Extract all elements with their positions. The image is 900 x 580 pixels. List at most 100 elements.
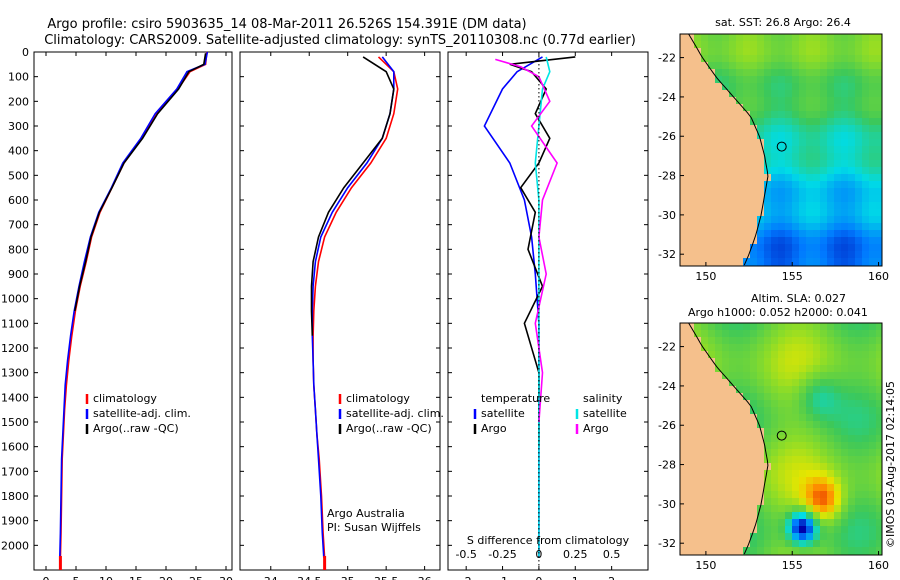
sst_map-cell: [785, 41, 793, 49]
sla_map-cell: [792, 491, 800, 499]
sla_map-cell: [722, 393, 730, 401]
sla_map-xtick-label: 150: [695, 559, 716, 572]
sla_map-cell: [764, 533, 772, 541]
sst_map-cell: [729, 244, 737, 252]
sla_map-cell: [869, 540, 877, 548]
sst_map-cell: [750, 223, 758, 231]
sla_map-cell: [771, 470, 779, 478]
sla_map-cell: [750, 456, 758, 464]
sst_map-cell: [764, 69, 772, 77]
sst_map-cell: [806, 230, 814, 238]
sla_map-cell: [687, 358, 695, 366]
sla_map-cell: [715, 386, 723, 394]
sst_map-cell: [806, 188, 814, 196]
sla_map-cell: [778, 379, 786, 387]
sla_map-cell: [855, 484, 863, 492]
sst_map-cell: [792, 118, 800, 126]
sst_map-cell: [736, 132, 744, 140]
sst_map-xtick-label: 160: [868, 270, 889, 283]
sla_map-cell: [687, 470, 695, 478]
sst_map-cell: [827, 139, 835, 147]
sla_map-cell: [708, 512, 716, 520]
sla_map-cell: [701, 421, 709, 429]
sst_map-cell: [736, 230, 744, 238]
sla_map-cell: [841, 351, 849, 359]
sst_map-cell: [687, 153, 695, 161]
sst_map-cell: [876, 174, 883, 182]
sst_map-cell: [722, 202, 730, 210]
sla_map-cell: [757, 477, 765, 485]
sla_map-cell: [862, 400, 870, 408]
sst_map-cell: [708, 139, 716, 147]
sst_map-cell: [834, 139, 842, 147]
sla_map-cell: [743, 407, 751, 415]
sst_map-cell: [771, 41, 779, 49]
sst_map-cell: [792, 237, 800, 245]
sst_map-cell: [764, 181, 772, 189]
sla_map-cell: [722, 526, 730, 534]
sla_map-cell: [792, 456, 800, 464]
sst_map-cell: [785, 167, 793, 175]
sst_map-cell: [862, 97, 870, 105]
sst_map-cell: [687, 195, 695, 203]
sla_map-cell: [862, 519, 870, 527]
sla_map-cell: [841, 463, 849, 471]
sst_map-cell: [841, 251, 849, 259]
sla_map-cell: [771, 449, 779, 457]
sst_map-cell: [687, 97, 695, 105]
sst_map-cell: [729, 195, 737, 203]
sst_map-cell: [792, 139, 800, 147]
sst_map-cell: [785, 146, 793, 154]
sla_map-cell: [757, 512, 765, 520]
sst_map-cell: [771, 125, 779, 133]
sst_map-cell: [743, 139, 751, 147]
sla_map-cell: [806, 365, 814, 373]
sla_map-cell: [778, 512, 786, 520]
sla_map-cell: [792, 323, 800, 331]
sla_map-cell: [722, 344, 730, 352]
sla_map-cell: [792, 428, 800, 436]
sst_map-cell: [694, 83, 702, 91]
sst_map-cell: [813, 41, 821, 49]
sst_map-cell: [680, 139, 688, 147]
sst_map-cell: [820, 69, 828, 77]
sla-map-title-line2: Argo h1000: 0.052 h2000: 0.041: [688, 306, 868, 319]
sla_map-cell: [862, 470, 870, 478]
sst_map-cell: [862, 62, 870, 70]
sla_map-cell: [701, 435, 709, 443]
sla_map-cell: [743, 442, 751, 450]
sst_map-cell: [862, 139, 870, 147]
sla_map-cell: [708, 344, 716, 352]
sla_map-cell: [848, 421, 856, 429]
sla_map-cell: [813, 540, 821, 548]
sst_map-cell: [834, 111, 842, 119]
sst_map-cell: [792, 181, 800, 189]
sla_map-cell: [687, 442, 695, 450]
sst_map-cell: [862, 230, 870, 238]
sla_map-cell: [722, 540, 730, 548]
sla_map-cell: [855, 540, 863, 548]
sla_map-cell: [862, 379, 870, 387]
sla_map-cell: [722, 449, 730, 457]
sla_map-cell: [757, 386, 765, 394]
sla_map-cell: [750, 435, 758, 443]
sla_map-cell: [736, 379, 744, 387]
sla_map-cell: [869, 351, 877, 359]
sla_map-cell: [736, 470, 744, 478]
sla_map-cell: [694, 505, 702, 513]
sst_map-cell: [729, 251, 737, 259]
sla_map-cell: [764, 330, 772, 338]
sla_map-cell: [743, 337, 751, 345]
sst_map-cell: [813, 174, 821, 182]
sst_map-cell: [729, 160, 737, 168]
sla_map-cell: [750, 330, 758, 338]
sst_map-cell: [687, 202, 695, 210]
sla_map-cell: [750, 393, 758, 401]
sst_map-cell: [729, 104, 737, 112]
sst_map-cell: [785, 118, 793, 126]
sla_map-cell: [862, 456, 870, 464]
sst_map-cell: [729, 202, 737, 210]
sla_map-cell: [834, 407, 842, 415]
sla_map-cell: [771, 351, 779, 359]
sst_map-ytick-label: -26: [658, 130, 676, 143]
